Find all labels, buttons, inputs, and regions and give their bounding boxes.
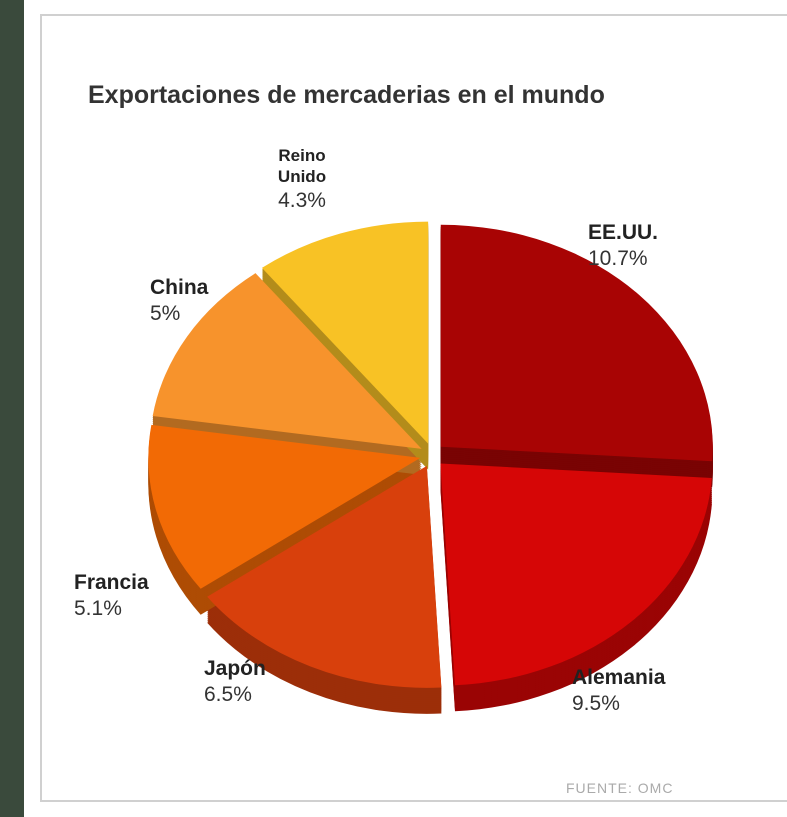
slice-label: Alemania 9.5% — [572, 665, 665, 718]
value-label: 4.3% — [278, 188, 326, 212]
value-label: 10.7% — [588, 247, 648, 271]
category-label: Japón — [204, 657, 266, 680]
slice — [207, 465, 442, 688]
slice — [152, 273, 422, 449]
slice-label: Japón 6.5% — [204, 656, 266, 709]
value-label: 6.5% — [204, 683, 252, 707]
slice-label: EE.UU. 10.7% — [588, 220, 658, 273]
slice — [440, 224, 713, 462]
slice — [261, 221, 429, 444]
background-strip — [0, 0, 24, 817]
slice-label: China 5% — [150, 275, 208, 328]
slice-label: Reino Unido 4.3% — [262, 145, 342, 214]
category-label: China — [150, 276, 209, 299]
source: FUENTE: OMC — [566, 780, 674, 796]
slice — [440, 463, 712, 686]
value-label: 5% — [150, 302, 181, 326]
category-label: Reino Unido — [277, 146, 327, 187]
value-label: 5.1% — [74, 597, 122, 621]
value-label: 9.5% — [572, 692, 620, 716]
category-label: EE.UU. — [588, 221, 659, 244]
category-label: Alemania — [572, 666, 666, 689]
category-label: Francia — [74, 571, 149, 594]
slice — [148, 424, 421, 589]
chart-title: Exportaciones de mercaderias en el mundo — [88, 81, 605, 109]
slice-label: Francia 5.1% — [74, 570, 149, 623]
